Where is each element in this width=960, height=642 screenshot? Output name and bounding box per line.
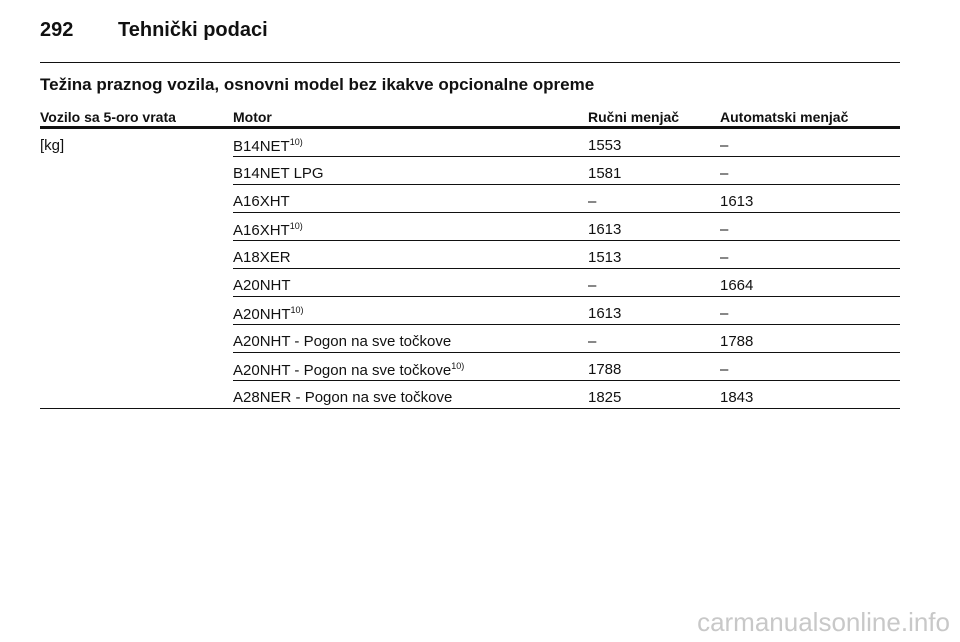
- row-rule: [233, 352, 900, 353]
- page-title: Tehnički podaci: [118, 19, 268, 41]
- motor-cell: B14NET LPG: [233, 165, 324, 182]
- motor-cell: A20NHT - Pogon na sve točkove10): [233, 361, 464, 379]
- automatic-cell: 1664: [720, 277, 754, 294]
- header-thick-rule: [40, 126, 900, 129]
- page-number: 292: [40, 19, 74, 41]
- footnote-ref: 10): [451, 361, 465, 371]
- row-rule: [233, 240, 900, 241]
- watermark: carmanualsonline.info: [697, 607, 950, 637]
- row-rule: [233, 268, 900, 269]
- column-header: Motor: [233, 109, 272, 125]
- automatic-cell: –: [720, 305, 729, 322]
- manual-cell: –: [588, 277, 597, 294]
- manual-cell: 1513: [588, 249, 622, 266]
- motor-text: A20NHT - Pogon na sve točkove: [233, 333, 452, 350]
- motor-text: B14NET LPG: [233, 165, 324, 182]
- automatic-cell: –: [720, 221, 729, 238]
- manual-cell: –: [588, 193, 597, 210]
- manual-cell: –: [588, 333, 597, 350]
- manual-cell: 1613: [588, 305, 622, 322]
- column-header: Ručni menjač: [588, 109, 680, 125]
- motor-text: A20NHT: [233, 306, 291, 323]
- motor-cell: A16XHT: [233, 193, 290, 210]
- row-rule: [233, 156, 900, 157]
- motor-text: A28NER - Pogon na sve točkove: [233, 389, 453, 406]
- row-rule: [40, 408, 900, 409]
- motor-cell: A18XER: [233, 249, 291, 266]
- manual-cell: 1581: [588, 165, 622, 182]
- automatic-cell: 1613: [720, 193, 754, 210]
- row-rule: [233, 296, 900, 297]
- column-header: Automatski menjač: [720, 109, 849, 125]
- motor-text: B14NET: [233, 138, 290, 155]
- motor-text: A16XHT: [233, 193, 290, 210]
- table-title: Težina praznog vozila, osnovni model bez…: [40, 75, 595, 94]
- automatic-cell: 1788: [720, 333, 754, 350]
- automatic-cell: –: [720, 249, 729, 266]
- motor-cell: B14NET10): [233, 137, 303, 155]
- manual-cell: 1613: [588, 221, 622, 238]
- column-header: Vozilo sa 5-oro vrata: [40, 109, 176, 125]
- motor-cell: A16XHT10): [233, 221, 303, 239]
- motor-text: A16XHT: [233, 222, 290, 239]
- automatic-cell: –: [720, 137, 729, 154]
- motor-text: A18XER: [233, 249, 291, 266]
- motor-text: A20NHT - Pogon na sve točkove: [233, 362, 452, 379]
- manual-cell: 1788: [588, 361, 622, 378]
- footnote-ref: 10): [289, 137, 303, 147]
- row-rule: [233, 380, 900, 381]
- manual-cell: 1553: [588, 137, 622, 154]
- motor-cell: A28NER - Pogon na sve točkove: [233, 389, 452, 406]
- row-rule: [233, 184, 900, 185]
- motor-cell: A20NHT - Pogon na sve točkove: [233, 333, 451, 350]
- automatic-cell: –: [720, 361, 729, 378]
- footnote-ref: 10): [289, 221, 303, 231]
- row-rule: [233, 324, 900, 325]
- footnote-ref: 10): [290, 305, 304, 315]
- header-rule: [40, 62, 900, 63]
- unit-cell: [kg]: [40, 137, 65, 154]
- automatic-cell: –: [720, 165, 729, 182]
- row-rule: [233, 212, 900, 213]
- automatic-cell: 1843: [720, 389, 754, 406]
- motor-cell: A20NHT: [233, 277, 291, 294]
- motor-cell: A20NHT10): [233, 305, 304, 323]
- manual-cell: 1825: [588, 389, 622, 406]
- motor-text: A20NHT: [233, 277, 291, 294]
